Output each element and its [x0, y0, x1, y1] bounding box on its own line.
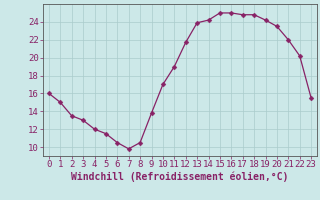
X-axis label: Windchill (Refroidissement éolien,°C): Windchill (Refroidissement éolien,°C)	[71, 172, 289, 182]
